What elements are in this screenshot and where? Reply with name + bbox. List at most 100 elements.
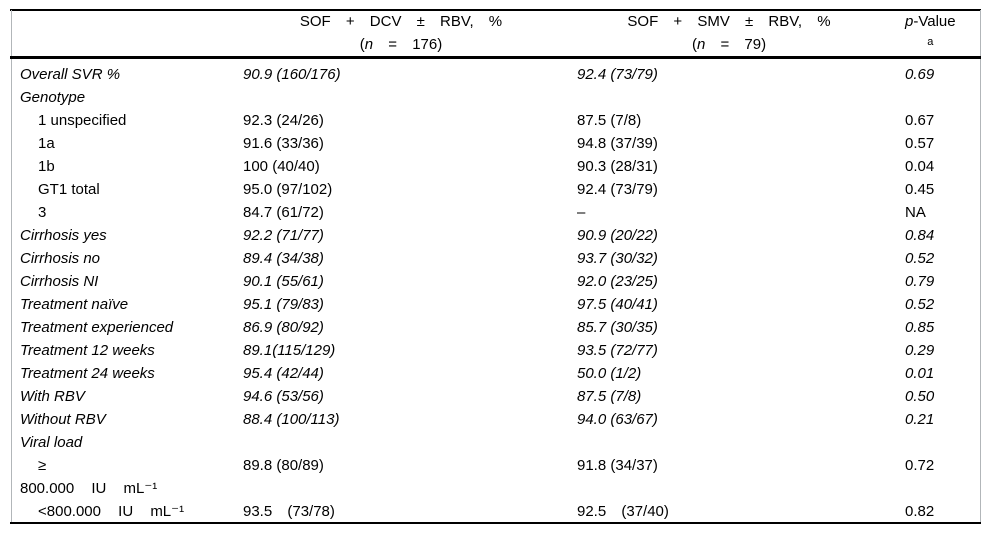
value-sof-dcv: 93.5 (73/78) bbox=[243, 503, 335, 520]
table-row: Viral load bbox=[10, 431, 981, 454]
column-header-p-value: p-Value a bbox=[905, 10, 981, 56]
table-row: 800.000 IU mL⁻¹ bbox=[10, 477, 981, 500]
row-label: Cirrhosis yes bbox=[20, 227, 107, 244]
table-row: 1a 91.6 (33/36) 94.8 (37/39) 0.57 bbox=[10, 132, 981, 155]
value-sof-smv: – bbox=[577, 204, 586, 221]
value-sof-smv: 94.8 (37/39) bbox=[577, 135, 658, 152]
p-value: 0.04 bbox=[905, 158, 935, 175]
value-sof-dcv: 90.1 (55/61) bbox=[243, 273, 324, 290]
table-bottom-rule bbox=[10, 522, 981, 524]
p-value bbox=[905, 86, 981, 109]
p-value: 0.67 bbox=[905, 112, 935, 129]
table-row: 1 unspecified 92.3 (24/26) 87.5 (7/8) 0.… bbox=[10, 109, 981, 132]
value-sof-dcv: 91.6 (33/36) bbox=[243, 135, 324, 152]
p-value: 0.52 bbox=[905, 250, 935, 267]
value-sof-dcv: 90.9 (160/176) bbox=[243, 66, 341, 83]
value-sof-dcv: 89.1(115/129) bbox=[243, 342, 336, 359]
column-header-sof-dcv-title: SOF + DCV ± RBV, % bbox=[299, 13, 503, 30]
table-header-rule bbox=[10, 56, 981, 59]
value-sof-dcv: 88.4 (100/113) bbox=[243, 411, 340, 428]
p-value: 0.79 bbox=[905, 273, 935, 290]
row-label: 1b bbox=[38, 158, 55, 175]
value-sof-dcv: 100 (40/40) bbox=[243, 158, 320, 175]
p-value: 0.72 bbox=[905, 457, 935, 474]
table-row: Treatment 12 weeks 89.1(115/129) 93.5 (7… bbox=[10, 339, 981, 362]
row-label: 1 unspecified bbox=[38, 112, 127, 129]
p-value-title: p-Value bbox=[905, 10, 956, 33]
p-value: 0.50 bbox=[905, 388, 935, 405]
table-row: Without RBV 88.4 (100/113) 94.0 (63/67) … bbox=[10, 408, 981, 431]
row-label: Cirrhosis no bbox=[20, 250, 101, 267]
header-empty-cell bbox=[10, 10, 243, 56]
row-label: Genotype bbox=[20, 89, 86, 106]
value-sof-dcv: 89.8 (80/89) bbox=[243, 457, 324, 474]
table-right-border bbox=[980, 10, 981, 523]
p-value: 0.52 bbox=[905, 296, 935, 313]
row-label: <800.000 IU mL⁻¹ bbox=[38, 503, 185, 520]
row-label: Treatment naïve bbox=[20, 296, 129, 313]
column-header-sof-smv-n: (n = 79) bbox=[577, 33, 881, 56]
row-label: ≥ bbox=[38, 457, 47, 474]
table-row: Cirrhosis no 89.4 (34/38) 93.7 (30/32) 0… bbox=[10, 247, 981, 270]
table-header-row: SOF + DCV ± RBV, % (n = 176) SOF + SMV ±… bbox=[10, 10, 981, 56]
p-value: 0.82 bbox=[905, 503, 935, 520]
value-sof-dcv: 95.0 (97/102) bbox=[243, 181, 333, 198]
value-sof-dcv: 92.2 (71/77) bbox=[243, 227, 324, 244]
p-value: 0.57 bbox=[905, 135, 935, 152]
value-sof-dcv: 86.9 (80/92) bbox=[243, 319, 324, 336]
value-sof-smv bbox=[577, 86, 905, 109]
value-sof-dcv: 92.3 (24/26) bbox=[243, 112, 324, 129]
value-sof-dcv bbox=[243, 431, 577, 454]
row-label: GT1 total bbox=[38, 181, 100, 198]
paren-open: ( bbox=[691, 36, 697, 53]
column-header-sof-dcv: SOF + DCV ± RBV, % (n = 176) bbox=[243, 10, 577, 56]
row-label: Treatment 24 weeks bbox=[20, 365, 155, 382]
footnote-marker: a bbox=[927, 36, 934, 48]
table-row: <800.000 IU mL⁻¹ 93.5 (73/78) 92.5 (37/4… bbox=[10, 500, 981, 523]
table-row: 3 84.7 (61/72) – NA bbox=[10, 201, 981, 224]
row-label: Without RBV bbox=[20, 411, 106, 428]
n-symbol: n bbox=[364, 36, 374, 53]
table-row: Genotype bbox=[10, 86, 981, 109]
p-value bbox=[905, 431, 981, 454]
value-sof-smv: 87.5 (7/8) bbox=[577, 388, 642, 405]
value-sof-dcv: 95.4 (42/44) bbox=[243, 365, 324, 382]
value-sof-smv bbox=[577, 431, 905, 454]
value-sof-smv: 92.0 (23/25) bbox=[577, 273, 658, 290]
value-sof-dcv bbox=[243, 86, 577, 109]
p-value: 0.01 bbox=[905, 365, 935, 382]
p-value: 0.29 bbox=[905, 342, 935, 359]
table-row: ≥ 89.8 (80/89) 91.8 (34/37) 0.72 bbox=[10, 454, 981, 477]
table-row: Cirrhosis yes 92.2 (71/77) 90.9 (20/22) … bbox=[10, 224, 981, 247]
p-value: NA bbox=[905, 204, 926, 221]
value-sof-dcv: 94.6 (53/56) bbox=[243, 388, 324, 405]
table-row: GT1 total 95.0 (97/102) 92.4 (73/79) 0.4… bbox=[10, 178, 981, 201]
value-sof-dcv: 95.1 (79/83) bbox=[243, 296, 324, 313]
value-sof-smv: 93.7 (30/32) bbox=[577, 250, 658, 267]
row-label: 800.000 IU mL⁻¹ bbox=[20, 480, 158, 497]
n-symbol: n bbox=[696, 36, 706, 53]
value-sof-smv: 85.7 (30/35) bbox=[577, 319, 658, 336]
value-sof-smv: 92.4 (73/79) bbox=[577, 66, 658, 83]
value-sof-dcv: 84.7 (61/72) bbox=[243, 204, 324, 221]
value-sof-smv: 92.4 (73/79) bbox=[577, 181, 658, 198]
table-body: Overall SVR % 90.9 (160/176) 92.4 (73/79… bbox=[10, 63, 981, 523]
paren-open: ( bbox=[359, 36, 365, 53]
row-label: Treatment 12 weeks bbox=[20, 342, 155, 359]
table-row: Cirrhosis NI 90.1 (55/61) 92.0 (23/25) 0… bbox=[10, 270, 981, 293]
table-row: Treatment naïve 95.1 (79/83) 97.5 (40/41… bbox=[10, 293, 981, 316]
value-sof-smv: 94.0 (63/67) bbox=[577, 411, 658, 428]
n-count: = 79) bbox=[720, 36, 767, 53]
value-sof-smv: 90.9 (20/22) bbox=[577, 227, 658, 244]
value-sof-smv: 97.5 (40/41) bbox=[577, 296, 658, 313]
p-value-header-block: p-Value a bbox=[905, 10, 956, 51]
p-value: 0.45 bbox=[905, 181, 935, 198]
row-label: With RBV bbox=[20, 388, 85, 405]
row-label: Cirrhosis NI bbox=[20, 273, 99, 290]
p-value-suffix: -Value bbox=[913, 13, 956, 30]
column-header-sof-smv-title: SOF + SMV ± RBV, % bbox=[627, 13, 831, 30]
row-label: 1a bbox=[38, 135, 55, 152]
value-sof-smv bbox=[577, 477, 905, 500]
p-symbol: p bbox=[905, 13, 914, 30]
value-sof-smv: 90.3 (28/31) bbox=[577, 158, 658, 175]
